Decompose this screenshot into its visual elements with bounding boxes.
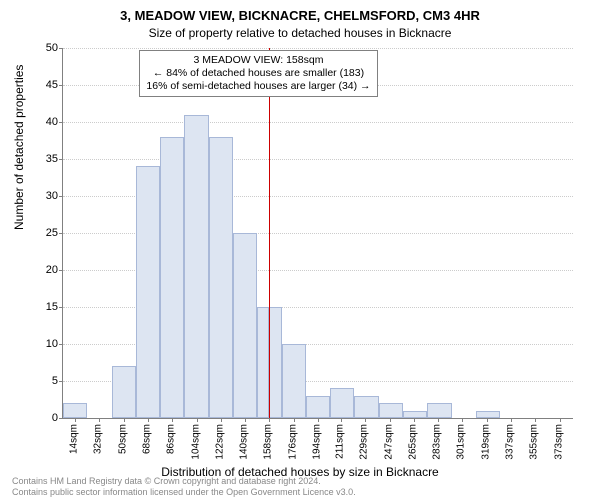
xtick-label: 176sqm [287,424,298,460]
histogram-bar [403,411,427,418]
xtick-label: 373sqm [553,424,564,460]
footer: Contains HM Land Registry data © Crown c… [12,476,588,497]
xtick-mark [341,418,342,422]
callout-box: 3 MEADOW VIEW: 158sqm ← 84% of detached … [139,50,377,97]
ytick-mark [59,233,63,234]
histogram-bar [476,411,500,418]
callout-line-3: 16% of semi-detached houses are larger (… [146,80,370,93]
histogram-bar [63,403,87,418]
xtick-mark [560,418,561,422]
title-sub: Size of property relative to detached ho… [0,26,600,40]
xtick-label: 337sqm [504,424,515,460]
ytick-label: 5 [28,375,58,387]
histogram-bar [306,396,330,418]
xtick-label: 211sqm [334,424,345,459]
histogram-bar [427,403,451,418]
xtick-mark [462,418,463,422]
ytick-label: 10 [28,338,58,350]
ytick-mark [59,381,63,382]
ytick-label: 35 [28,153,58,165]
ytick-label: 0 [28,412,58,424]
histogram-bar [257,307,269,418]
xtick-mark [487,418,488,422]
xtick-mark [414,418,415,422]
gridline [63,48,573,49]
xtick-mark [365,418,366,422]
xtick-label: 247sqm [383,424,394,460]
histogram-bar [136,166,160,418]
xtick-label: 86sqm [166,424,177,454]
ytick-label: 40 [28,116,58,128]
title-main: 3, MEADOW VIEW, BICKNACRE, CHELMSFORD, C… [0,8,600,23]
xtick-label: 14sqm [69,424,80,454]
xtick-label: 265sqm [407,424,418,460]
xtick-label: 32sqm [93,424,104,454]
xtick-mark [269,418,270,422]
ytick-mark [59,159,63,160]
xtick-mark [172,418,173,422]
xtick-label: 122sqm [214,424,225,460]
xtick-label: 283sqm [432,424,443,460]
xtick-label: 68sqm [142,424,153,454]
ytick-mark [59,344,63,345]
callout-line-2: ← 84% of detached houses are smaller (18… [146,67,370,80]
xtick-mark [390,418,391,422]
ytick-mark [59,122,63,123]
xtick-label: 104sqm [190,424,201,460]
xtick-mark [438,418,439,422]
xtick-mark [294,418,295,422]
xtick-mark [318,418,319,422]
xtick-mark [535,418,536,422]
xtick-label: 194sqm [312,424,323,460]
histogram-bar [160,137,184,418]
ytick-mark [59,270,63,271]
ytick-mark [59,48,63,49]
y-axis-label: Number of detached properties [12,65,26,230]
footer-line-1: Contains HM Land Registry data © Crown c… [12,476,588,486]
histogram-bar [354,396,378,418]
xtick-mark [124,418,125,422]
histogram-bar [112,366,136,418]
xtick-label: 229sqm [359,424,370,460]
histogram-bar [209,137,233,418]
gridline [63,159,573,160]
histogram-bar [233,233,257,418]
xtick-mark [511,418,512,422]
ytick-mark [59,307,63,308]
gridline [63,122,573,123]
ytick-label: 20 [28,264,58,276]
ytick-mark [59,418,63,419]
plot-area: 3 MEADOW VIEW: 158sqm ← 84% of detached … [62,48,573,419]
histogram-bar [282,344,306,418]
callout-line-1: 3 MEADOW VIEW: 158sqm [146,54,370,67]
ytick-label: 25 [28,227,58,239]
ytick-label: 15 [28,301,58,313]
histogram-bar [269,307,281,418]
histogram-bar [379,403,403,418]
xtick-mark [245,418,246,422]
xtick-label: 301sqm [456,424,467,460]
xtick-label: 50sqm [117,424,128,454]
ytick-label: 30 [28,190,58,202]
histogram-bar [184,115,208,418]
xtick-mark [221,418,222,422]
xtick-label: 158sqm [263,424,274,460]
xtick-label: 355sqm [529,424,540,460]
xtick-mark [197,418,198,422]
ytick-mark [59,85,63,86]
ytick-label: 50 [28,42,58,54]
ytick-mark [59,196,63,197]
xtick-mark [99,418,100,422]
histogram-bar [330,388,354,418]
footer-line-2: Contains public sector information licen… [12,487,588,497]
chart-container: 3, MEADOW VIEW, BICKNACRE, CHELMSFORD, C… [0,0,600,500]
xtick-label: 319sqm [480,424,491,460]
xtick-mark [75,418,76,422]
xtick-mark [148,418,149,422]
ytick-label: 45 [28,79,58,91]
marker-line [269,48,270,418]
xtick-label: 140sqm [239,424,250,460]
